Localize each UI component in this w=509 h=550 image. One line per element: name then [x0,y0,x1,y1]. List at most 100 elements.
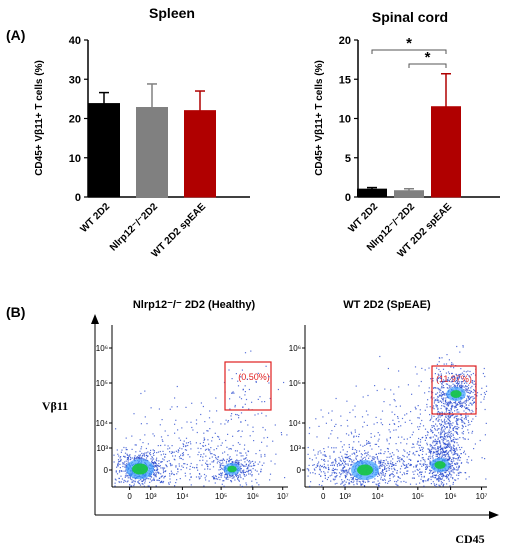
event-dot [433,425,435,427]
event-dot [251,480,253,482]
event-dot [451,405,453,407]
event-dot [395,429,397,431]
event-dot [450,468,452,470]
event-dot [240,468,242,470]
event-dot [472,402,474,404]
event-dot [444,401,447,403]
event-dot [383,401,385,403]
event-dot [459,373,461,376]
event-dot [445,411,447,413]
event-dot [441,383,443,385]
event-dot [380,422,382,424]
event-dot [449,417,451,419]
event-dot [348,482,350,484]
event-dot [247,470,250,472]
event-dot [238,414,240,417]
event-dot [417,469,419,471]
event-dot [442,485,444,487]
event-dot [150,454,152,456]
event-dot [465,371,467,373]
event-dot [319,466,321,468]
event-dot [368,480,370,483]
event-dot [164,456,166,458]
event-dot [443,479,445,481]
event-dot [266,445,268,447]
event-dot [457,444,459,446]
event-dot [485,478,487,480]
event-dot [176,479,178,481]
event-dot [231,413,233,415]
event-dot [336,474,338,477]
event-dot [447,418,449,420]
event-dot [125,465,128,467]
event-dot [213,460,215,462]
event-dot [222,480,224,482]
event-dot [319,464,321,466]
event-dot [468,395,470,397]
event-dot [367,394,369,397]
event-dot [184,472,186,474]
event-dot [331,469,333,471]
event-dot [418,455,420,457]
event-dot [400,425,402,427]
event-dot [129,456,132,458]
plot-y-tick-label: 10⁵ [96,379,108,388]
event-dot [151,460,153,462]
event-dot [322,454,324,456]
event-dot [366,424,368,426]
event-dot [238,460,240,462]
event-dot [365,452,367,454]
event-dot [421,446,423,448]
event-dot [252,430,254,433]
event-dot [444,475,447,478]
event-dot [450,460,452,462]
event-dot [444,392,446,395]
event-dot [152,453,154,455]
event-dot [416,468,418,471]
event-dot [216,410,218,412]
event-dot [439,453,441,455]
event-dot [435,450,437,452]
event-dot [467,387,470,389]
event-dot [438,432,440,434]
event-dot [361,458,363,460]
event-dot [118,455,120,457]
event-dot [433,483,435,485]
event-dot [391,468,393,470]
event-dot [157,468,159,470]
event-dot [169,408,171,410]
event-dot [454,438,456,440]
event-dot [242,406,244,408]
event-dot [269,479,271,481]
event-dot [437,471,439,473]
event-dot [221,464,223,467]
event-dot [199,473,201,475]
event-dot [321,484,323,487]
event-dot [456,404,458,406]
event-dot [450,467,452,469]
event-dot [115,479,117,481]
event-dot [433,444,435,447]
event-dot [447,416,450,418]
density-core [450,390,462,398]
event-dot [323,451,326,453]
event-dot [224,474,226,476]
event-dot [324,455,326,457]
plot-x-tick-label: 0 [127,492,132,501]
event-dot [416,450,418,452]
event-dot [446,458,448,460]
event-dot [459,418,461,420]
event-dot [380,464,382,466]
event-dot [466,388,468,391]
event-dot [256,470,258,472]
event-dot [442,391,444,393]
event-dot [387,467,389,469]
event-dot [364,453,366,455]
event-dot [468,392,470,394]
event-dot [334,469,336,471]
event-dot [237,478,239,480]
event-dot [447,456,449,458]
event-dot [446,426,448,428]
event-dot [170,473,173,475]
event-dot [446,409,448,411]
